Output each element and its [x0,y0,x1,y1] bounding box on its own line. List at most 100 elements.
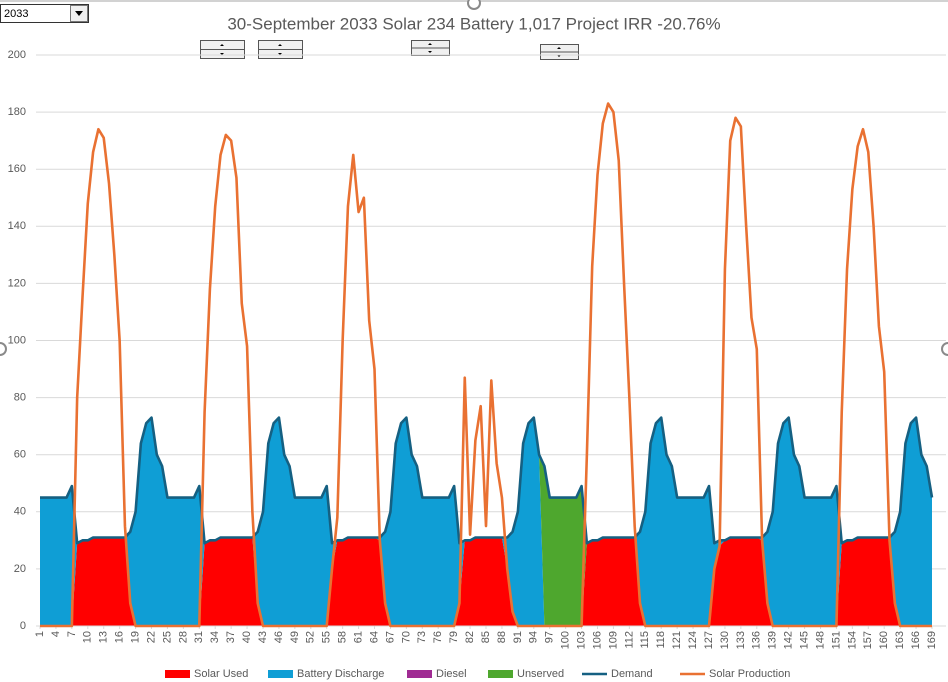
y-tick-label: 20 [14,563,26,575]
spinner[interactable] [411,40,450,56]
x-tick-label: 115 [639,631,651,649]
x-tick-label: 124 [687,631,699,649]
x-tick-label: 148 [814,631,826,649]
resize-handle[interactable] [941,342,948,356]
legend-label: Diesel [436,668,467,680]
y-tick-label: 200 [8,49,26,61]
x-tick-label: 142 [783,631,795,649]
x-tick-label: 40 [241,631,253,643]
spinner-arrows [428,43,432,53]
year-dropdown[interactable]: 2033 [0,4,89,23]
legend-swatch [407,670,432,678]
x-tick-label: 106 [591,631,603,649]
x-tick-label: 55 [321,631,333,643]
legend-swatch [165,670,190,678]
legend-label: Solar Production [709,668,790,680]
x-tick-label: 64 [368,631,380,643]
x-tick-label: 160 [878,631,890,649]
x-tick-label: 7 [66,631,78,637]
x-tick-label: 133 [735,631,747,649]
x-tick-label: 43 [257,631,269,643]
y-tick-label: 140 [8,220,26,232]
spinner[interactable] [540,44,579,60]
chart-title: 30-September 2033 Solar 234 Battery 1,01… [227,14,720,33]
y-tick-label: 100 [8,334,26,346]
x-tick-label: 145 [798,631,810,649]
legend-item: Diesel [407,668,467,680]
x-tick-label: 151 [830,631,842,649]
area-series [40,537,932,626]
x-tick-label: 163 [894,631,906,649]
x-tick-label: 166 [910,631,922,649]
x-tick-label: 58 [337,631,349,643]
x-tick-label: 25 [161,631,173,643]
spinner[interactable] [200,40,245,59]
x-tick-label: 61 [352,631,364,643]
y-tick-label: 60 [14,449,26,461]
x-tick-label: 121 [671,631,683,649]
x-tick-label: 169 [926,631,938,649]
y-tick-label: 0 [20,620,26,632]
x-tick-label: 85 [480,631,492,643]
spinner[interactable] [258,40,303,59]
x-tick-label: 136 [751,631,763,649]
x-tick-label: 76 [432,631,444,643]
x-tick-label: 94 [528,631,540,643]
legend-swatch [268,670,293,678]
x-tick-label: 1 [34,631,46,637]
line-series [40,102,932,628]
legend-item: Unserved [488,668,564,680]
x-tick-label: 112 [623,631,635,649]
resize-handle[interactable] [467,0,481,10]
x-tick-label: 118 [655,631,667,649]
x-tick-label: 52 [305,631,317,643]
resize-handle[interactable] [0,342,7,356]
x-tick-label: 154 [846,631,858,649]
y-tick-label: 40 [14,506,26,518]
legend-label: Battery Discharge [297,668,384,680]
x-tick-label: 130 [719,631,731,649]
y-tick-label: 160 [8,163,26,175]
x-tick-label: 109 [607,631,619,649]
legend-item: Battery Discharge [268,668,384,680]
area-series [40,417,932,626]
x-tick-label: 22 [145,631,157,643]
dropdown-box[interactable] [0,4,89,23]
x-tick-label: 37 [225,631,237,643]
y-tick-label: 180 [8,106,26,118]
y-tick-label: 80 [14,392,26,404]
x-tick-label: 70 [400,631,412,643]
x-tick-label: 67 [384,631,396,643]
legend-label: Demand [611,668,653,680]
x-tick-label: 127 [703,631,715,649]
x-tick-label: 34 [209,631,221,643]
x-tick-label: 4 [50,631,62,637]
dropdown-value: 2033 [4,8,28,20]
y-tick-label: 120 [8,277,26,289]
x-tick-label: 79 [448,631,460,643]
x-tick-label: 82 [464,631,476,643]
legend-label: Unserved [517,668,564,680]
x-tick-label: 13 [98,631,110,643]
legend-item: Demand [582,668,653,680]
x-tick-label: 88 [496,631,508,643]
x-tick-label: 31 [193,631,205,643]
x-tick-label: 46 [273,631,285,643]
x-tick-label: 28 [177,631,189,643]
legend-label: Solar Used [194,668,248,680]
x-tick-label: 97 [544,631,556,643]
legend-swatch [488,670,513,678]
x-tick-label: 139 [767,631,779,649]
x-tick-label: 103 [575,631,587,649]
x-tick-label: 10 [82,631,94,643]
x-tick-label: 19 [129,631,141,643]
x-tick-label: 100 [560,631,572,649]
x-tick-label: 16 [114,631,126,643]
line-series [40,416,934,545]
dropdown-arrow [75,11,83,16]
x-tick-label: 49 [289,631,301,643]
legend-item: Solar Production [680,668,790,680]
x-tick-label: 157 [862,631,874,649]
